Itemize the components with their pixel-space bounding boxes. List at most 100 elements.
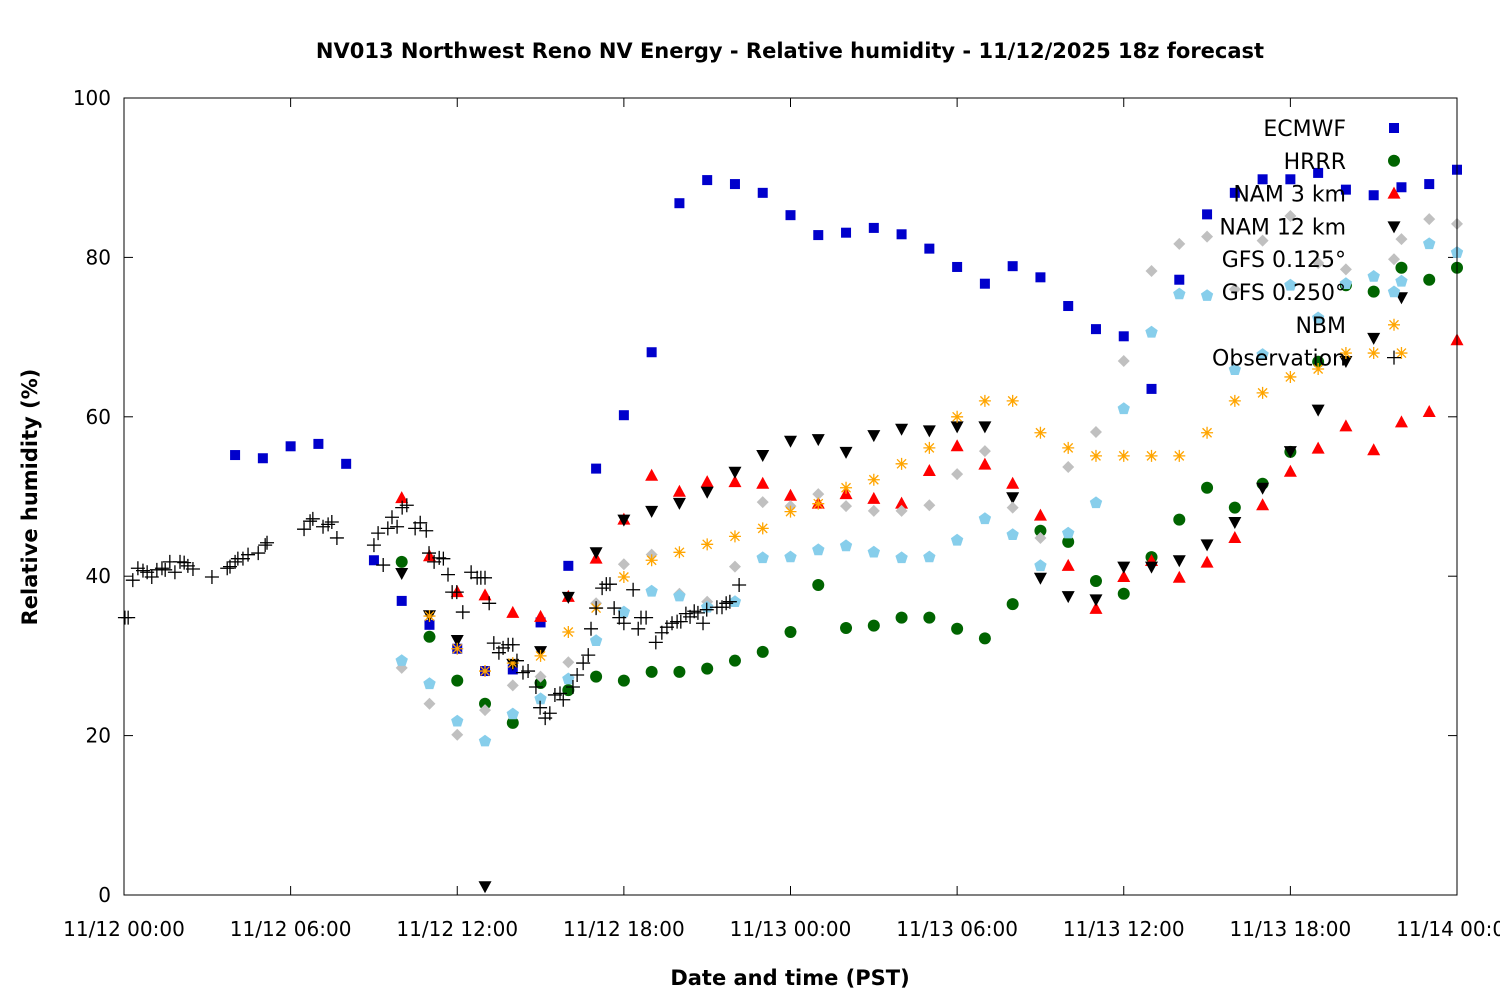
y-tick-label: 40 — [86, 564, 111, 588]
data-point — [728, 475, 742, 488]
data-point — [978, 512, 992, 525]
data-point — [1145, 561, 1159, 574]
data-point — [1006, 528, 1019, 540]
data-point — [479, 665, 492, 678]
data-point — [1006, 501, 1019, 514]
data-point — [1339, 356, 1353, 369]
data-point — [922, 425, 936, 438]
data-point — [672, 497, 686, 510]
series-observation — [117, 498, 747, 726]
data-point — [395, 555, 408, 568]
data-point — [144, 569, 159, 584]
data-point — [589, 547, 603, 560]
data-point — [728, 466, 742, 479]
data-point — [812, 488, 825, 501]
data-point — [553, 686, 568, 701]
data-point — [950, 533, 964, 546]
data-point — [167, 565, 182, 580]
data-point — [1034, 531, 1047, 544]
data-point — [728, 560, 741, 573]
data-point — [1228, 394, 1241, 407]
data-point — [867, 473, 880, 486]
data-point — [673, 589, 686, 602]
data-point — [562, 656, 575, 669]
data-point — [505, 637, 520, 652]
data-point — [506, 657, 519, 670]
data-point — [321, 517, 336, 532]
data-point — [1007, 261, 1018, 272]
series-nam-12-km — [395, 292, 1408, 894]
y-tick-label: 60 — [86, 405, 111, 429]
data-point — [371, 526, 386, 541]
data-point — [1089, 574, 1102, 587]
data-point — [260, 535, 275, 550]
data-point — [1367, 443, 1381, 456]
data-point — [1033, 572, 1047, 585]
data-point — [478, 588, 492, 601]
data-point — [424, 619, 435, 630]
data-point — [506, 716, 519, 729]
data-point — [313, 438, 324, 449]
axes: 0 20 40 60 80 100 11/12 00:00 11/12 06:00 11/12 … — [63, 86, 1500, 941]
data-point — [399, 498, 414, 513]
data-point — [1146, 383, 1157, 394]
data-point — [1033, 508, 1047, 521]
data-point — [868, 222, 879, 233]
data-point — [696, 616, 711, 631]
data-point — [924, 243, 935, 254]
data-point — [673, 546, 686, 559]
data-point — [1061, 558, 1075, 571]
data-point — [978, 421, 992, 434]
data-point — [1089, 496, 1103, 509]
data-point — [534, 609, 548, 622]
data-point — [1006, 598, 1019, 611]
data-point — [390, 519, 405, 534]
data-point — [687, 604, 702, 619]
data-point — [1422, 405, 1436, 418]
data-point — [478, 734, 492, 747]
data-point — [423, 630, 436, 643]
data-point — [1089, 425, 1102, 438]
data-point — [756, 551, 769, 564]
data-point — [521, 664, 536, 679]
data-point — [979, 278, 990, 289]
data-point — [589, 601, 604, 616]
data-point — [384, 510, 399, 525]
data-point — [509, 653, 524, 668]
data-point — [1061, 591, 1075, 604]
data-point — [482, 596, 497, 611]
data-point — [1200, 539, 1214, 552]
data-point — [591, 463, 602, 474]
data-point — [1063, 301, 1074, 312]
x-tick-label: 11/12 06:00 — [230, 917, 352, 941]
data-point — [645, 505, 659, 518]
legend-label: GFS 0.125° — [1222, 248, 1346, 273]
data-point — [690, 605, 705, 620]
data-point — [1311, 441, 1325, 454]
legend-marker-ecmwf — [1389, 123, 1399, 133]
data-point — [1284, 209, 1297, 222]
data-point — [581, 648, 596, 663]
data-point — [923, 441, 936, 454]
data-point — [1172, 555, 1186, 568]
data-point — [756, 476, 770, 489]
data-point — [616, 616, 631, 631]
data-point — [1284, 278, 1297, 291]
legend-marker-hrrr — [1388, 154, 1400, 167]
data-point — [395, 491, 409, 504]
legend-marker-gfs-0-250 — [1387, 285, 1401, 298]
data-point — [177, 555, 192, 570]
data-point — [1367, 285, 1380, 298]
data-point — [595, 581, 610, 596]
data-point — [451, 714, 464, 727]
legend-marker-nam-3-km — [1387, 186, 1401, 199]
data-point — [1062, 526, 1075, 539]
data-point — [584, 621, 599, 636]
data-point — [1283, 446, 1297, 459]
data-point — [303, 514, 318, 529]
data-point — [1118, 331, 1129, 342]
legend-label: GFS 0.250° — [1222, 281, 1346, 306]
data-point — [486, 636, 501, 651]
data-point — [241, 547, 256, 562]
data-point — [506, 707, 519, 720]
